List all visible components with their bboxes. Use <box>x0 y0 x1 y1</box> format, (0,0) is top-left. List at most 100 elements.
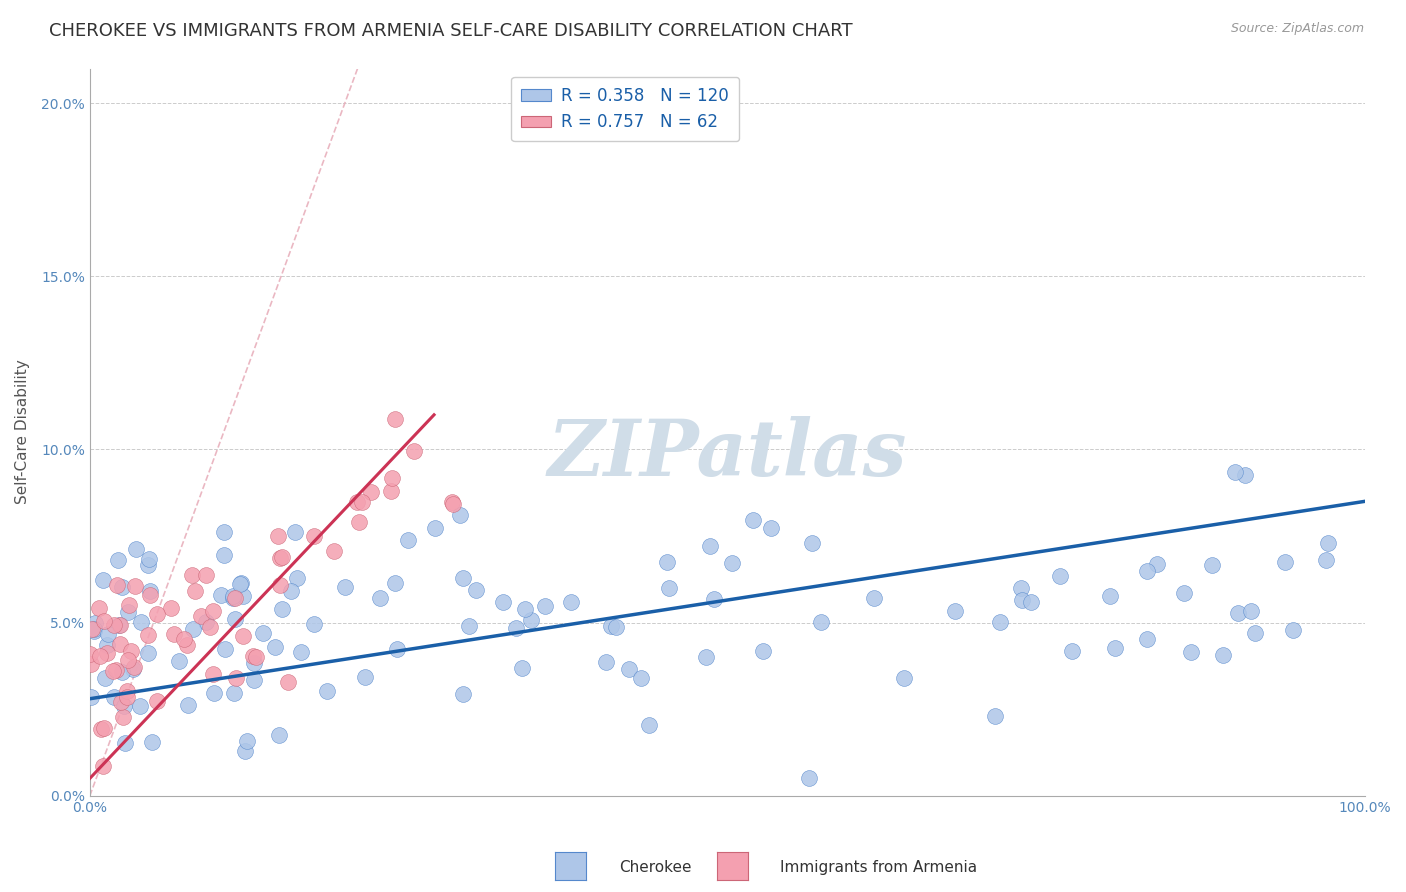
Point <box>108 618 131 632</box>
Point <box>111 665 134 680</box>
Point <box>181 622 204 636</box>
Point <box>451 688 474 702</box>
Point <box>1011 593 1033 607</box>
Point <box>800 536 823 550</box>
Point <box>136 646 159 660</box>
Point <box>198 620 221 634</box>
Point <box>79 647 101 661</box>
Text: Immigrants from Armenia: Immigrants from Armenia <box>780 860 977 874</box>
Point <box>492 595 515 609</box>
Point <box>122 660 145 674</box>
Point <box>224 591 246 605</box>
Point <box>222 589 245 603</box>
Point <box>269 578 291 592</box>
Point <box>136 628 159 642</box>
Point <box>108 636 131 650</box>
Point <box>221 591 243 605</box>
Point <box>201 604 224 618</box>
Point <box>83 623 105 637</box>
Point <box>515 602 537 616</box>
Point <box>1201 558 1223 572</box>
Point <box>80 622 103 636</box>
Point <box>988 615 1011 630</box>
Point <box>125 542 148 557</box>
Point <box>101 664 124 678</box>
Point <box>1104 640 1126 655</box>
Point <box>195 615 218 629</box>
Point <box>1274 555 1296 569</box>
Legend: R = 0.358   N = 120, R = 0.757   N = 62: R = 0.358 N = 120, R = 0.757 N = 62 <box>512 77 740 141</box>
Point <box>1010 581 1032 595</box>
Point <box>510 661 533 675</box>
Point <box>742 512 765 526</box>
Point <box>349 515 371 529</box>
Point <box>695 649 717 664</box>
Point <box>441 497 464 511</box>
Point <box>630 671 652 685</box>
Point <box>277 674 299 689</box>
Text: CHEROKEE VS IMMIGRANTS FROM ARMENIA SELF-CARE DISABILITY CORRELATION CHART: CHEROKEE VS IMMIGRANTS FROM ARMENIA SELF… <box>49 22 853 40</box>
Point <box>232 589 254 603</box>
Point <box>1049 569 1071 583</box>
Point <box>173 632 195 646</box>
Point <box>354 670 377 684</box>
Point <box>703 592 725 607</box>
Point <box>600 619 623 633</box>
Point <box>176 638 198 652</box>
Point <box>162 627 184 641</box>
Point <box>465 582 488 597</box>
Point <box>80 690 103 705</box>
Point <box>1316 535 1339 549</box>
Point <box>146 694 169 708</box>
Point <box>160 600 183 615</box>
Point <box>352 495 374 509</box>
Point <box>658 582 681 596</box>
Point <box>242 649 264 664</box>
Point <box>595 655 617 669</box>
Point <box>120 644 142 658</box>
Point <box>1226 606 1249 620</box>
Point <box>346 495 368 509</box>
Point <box>617 662 640 676</box>
Point <box>797 772 820 786</box>
Point <box>943 604 966 618</box>
Point <box>384 411 406 425</box>
Point <box>118 598 141 612</box>
Point <box>368 591 391 606</box>
Point <box>190 608 212 623</box>
Point <box>96 646 118 660</box>
Point <box>97 627 120 641</box>
Point <box>110 695 132 709</box>
Point <box>114 736 136 750</box>
Point <box>323 543 346 558</box>
Point <box>112 698 135 713</box>
Point <box>177 698 200 713</box>
Y-axis label: Self-Care Disability: Self-Care Disability <box>15 359 30 505</box>
Point <box>280 583 302 598</box>
Point <box>104 663 127 677</box>
Point <box>1315 553 1337 567</box>
Point <box>1240 603 1263 617</box>
Point <box>810 615 832 629</box>
Point <box>91 758 114 772</box>
Point <box>605 620 627 634</box>
Point <box>139 588 162 602</box>
Point <box>285 570 308 584</box>
Point <box>270 549 292 564</box>
Point <box>167 654 190 668</box>
Point <box>128 699 150 714</box>
Point <box>236 734 259 748</box>
Point <box>242 656 264 670</box>
Point <box>83 615 105 630</box>
Point <box>1223 465 1246 479</box>
Point <box>195 568 218 582</box>
Point <box>1212 648 1234 662</box>
Point <box>183 584 205 599</box>
Point <box>1136 565 1159 579</box>
Point <box>264 640 287 654</box>
Point <box>202 686 225 700</box>
Point <box>224 686 246 700</box>
Point <box>638 718 661 732</box>
Point <box>893 671 915 685</box>
Point <box>242 673 264 687</box>
